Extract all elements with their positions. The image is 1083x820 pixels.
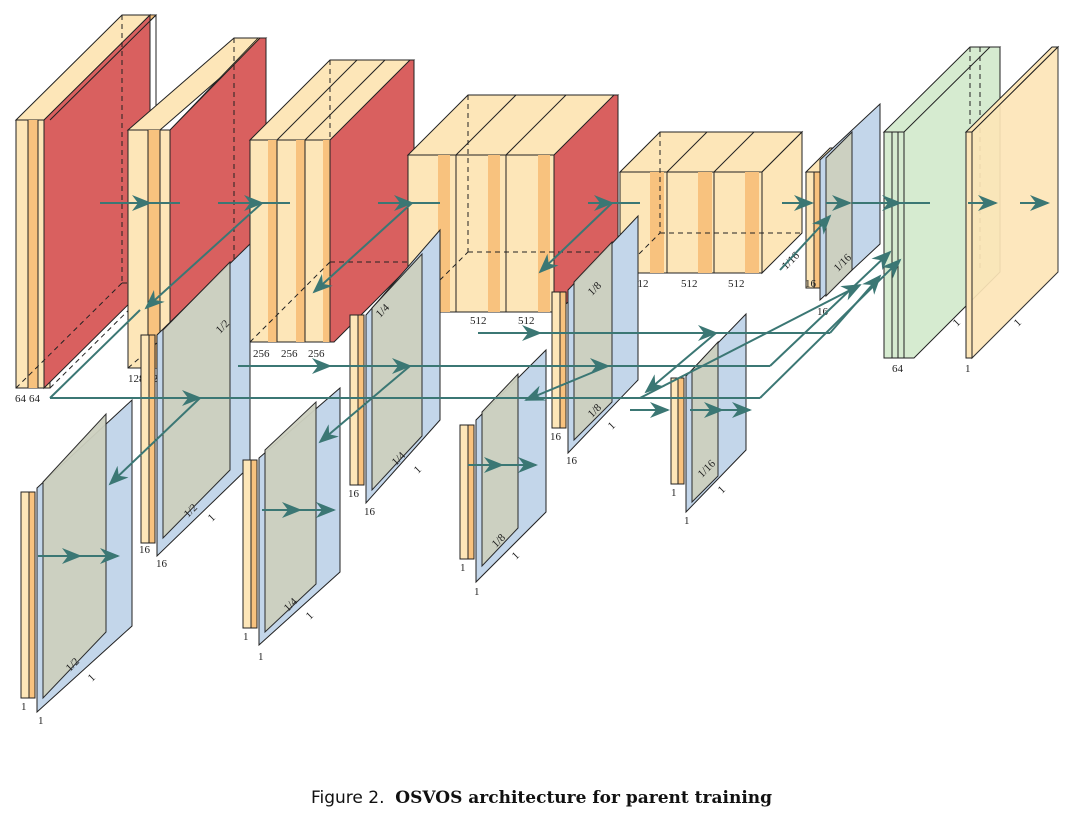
channel-label: 1 (965, 363, 971, 375)
scale-label: 1 (86, 672, 98, 684)
channel-label: 1 (474, 586, 480, 598)
scale-label: 1 (206, 512, 218, 524)
side-output-stage-2: 1 1 1/2 1 (20, 398, 133, 727)
channel-label: 64 (29, 393, 41, 405)
side-output-stage-4: 1 1 1/8 1 (459, 348, 547, 598)
channel-label: 16 (156, 558, 168, 570)
side-output-stage-3: 1 1 1/4 1 (242, 386, 341, 663)
channel-label: 256 (281, 348, 298, 360)
channel-label: 16 (139, 544, 151, 556)
channel-label: 64 (892, 363, 904, 375)
figure-caption: Figure 2. OSVOS architecture for parent … (0, 788, 1083, 808)
channel-label: 16 (805, 278, 817, 290)
conv-block-4: 512 512 512 (406, 94, 620, 327)
scale-label: 1 (716, 484, 728, 496)
channel-label: 16 (566, 455, 578, 467)
scale-label: 1 (606, 420, 618, 432)
channel-label: 1 (38, 715, 44, 727)
fusion-block: 64 1 1 1 (882, 45, 1060, 375)
channel-label: 512 (518, 315, 535, 327)
scale-label: 1 (304, 610, 316, 622)
scale-label: 1 (951, 317, 963, 329)
channel-label: 256 (308, 348, 325, 360)
channel-label: 16 (550, 431, 562, 443)
conv-block-5: 512 512 512 (618, 130, 804, 290)
caption-prefix: Figure 2. (310, 788, 385, 808)
osvos-architecture-diagram: 64 64 128 128 256 256 256 (14, 13, 1060, 727)
channel-label: 16 (348, 488, 360, 500)
channel-label: 1 (671, 487, 677, 499)
channel-label: 1 (684, 515, 690, 527)
scale-label: 1 (1012, 317, 1024, 329)
channel-label: 1 (258, 651, 264, 663)
conv-block-3: 256 256 256 (248, 59, 416, 360)
side-prep-stage-4: 16 16 1/8 1 1/8 (550, 214, 639, 467)
channel-label: 16 (817, 306, 829, 318)
channel-label: 512 (681, 278, 698, 290)
channel-label: 16 (364, 506, 376, 518)
caption-title: OSVOS architecture for parent training (395, 788, 773, 808)
channel-label: 1 (460, 562, 466, 574)
channel-label: 1 (21, 701, 27, 713)
scale-label: 1/16 (780, 249, 803, 272)
scale-label: 1 (412, 464, 424, 476)
channel-label: 512 (728, 278, 745, 290)
connection-arrows (38, 195, 1050, 564)
side-output-stage-5: 1 1 1/16 1 (670, 312, 747, 527)
channel-label: 1 (243, 631, 249, 643)
channel-label: 256 (253, 348, 270, 360)
channel-label: 64 (15, 393, 27, 405)
scale-label: 1 (510, 550, 522, 562)
channel-label: 512 (470, 315, 487, 327)
